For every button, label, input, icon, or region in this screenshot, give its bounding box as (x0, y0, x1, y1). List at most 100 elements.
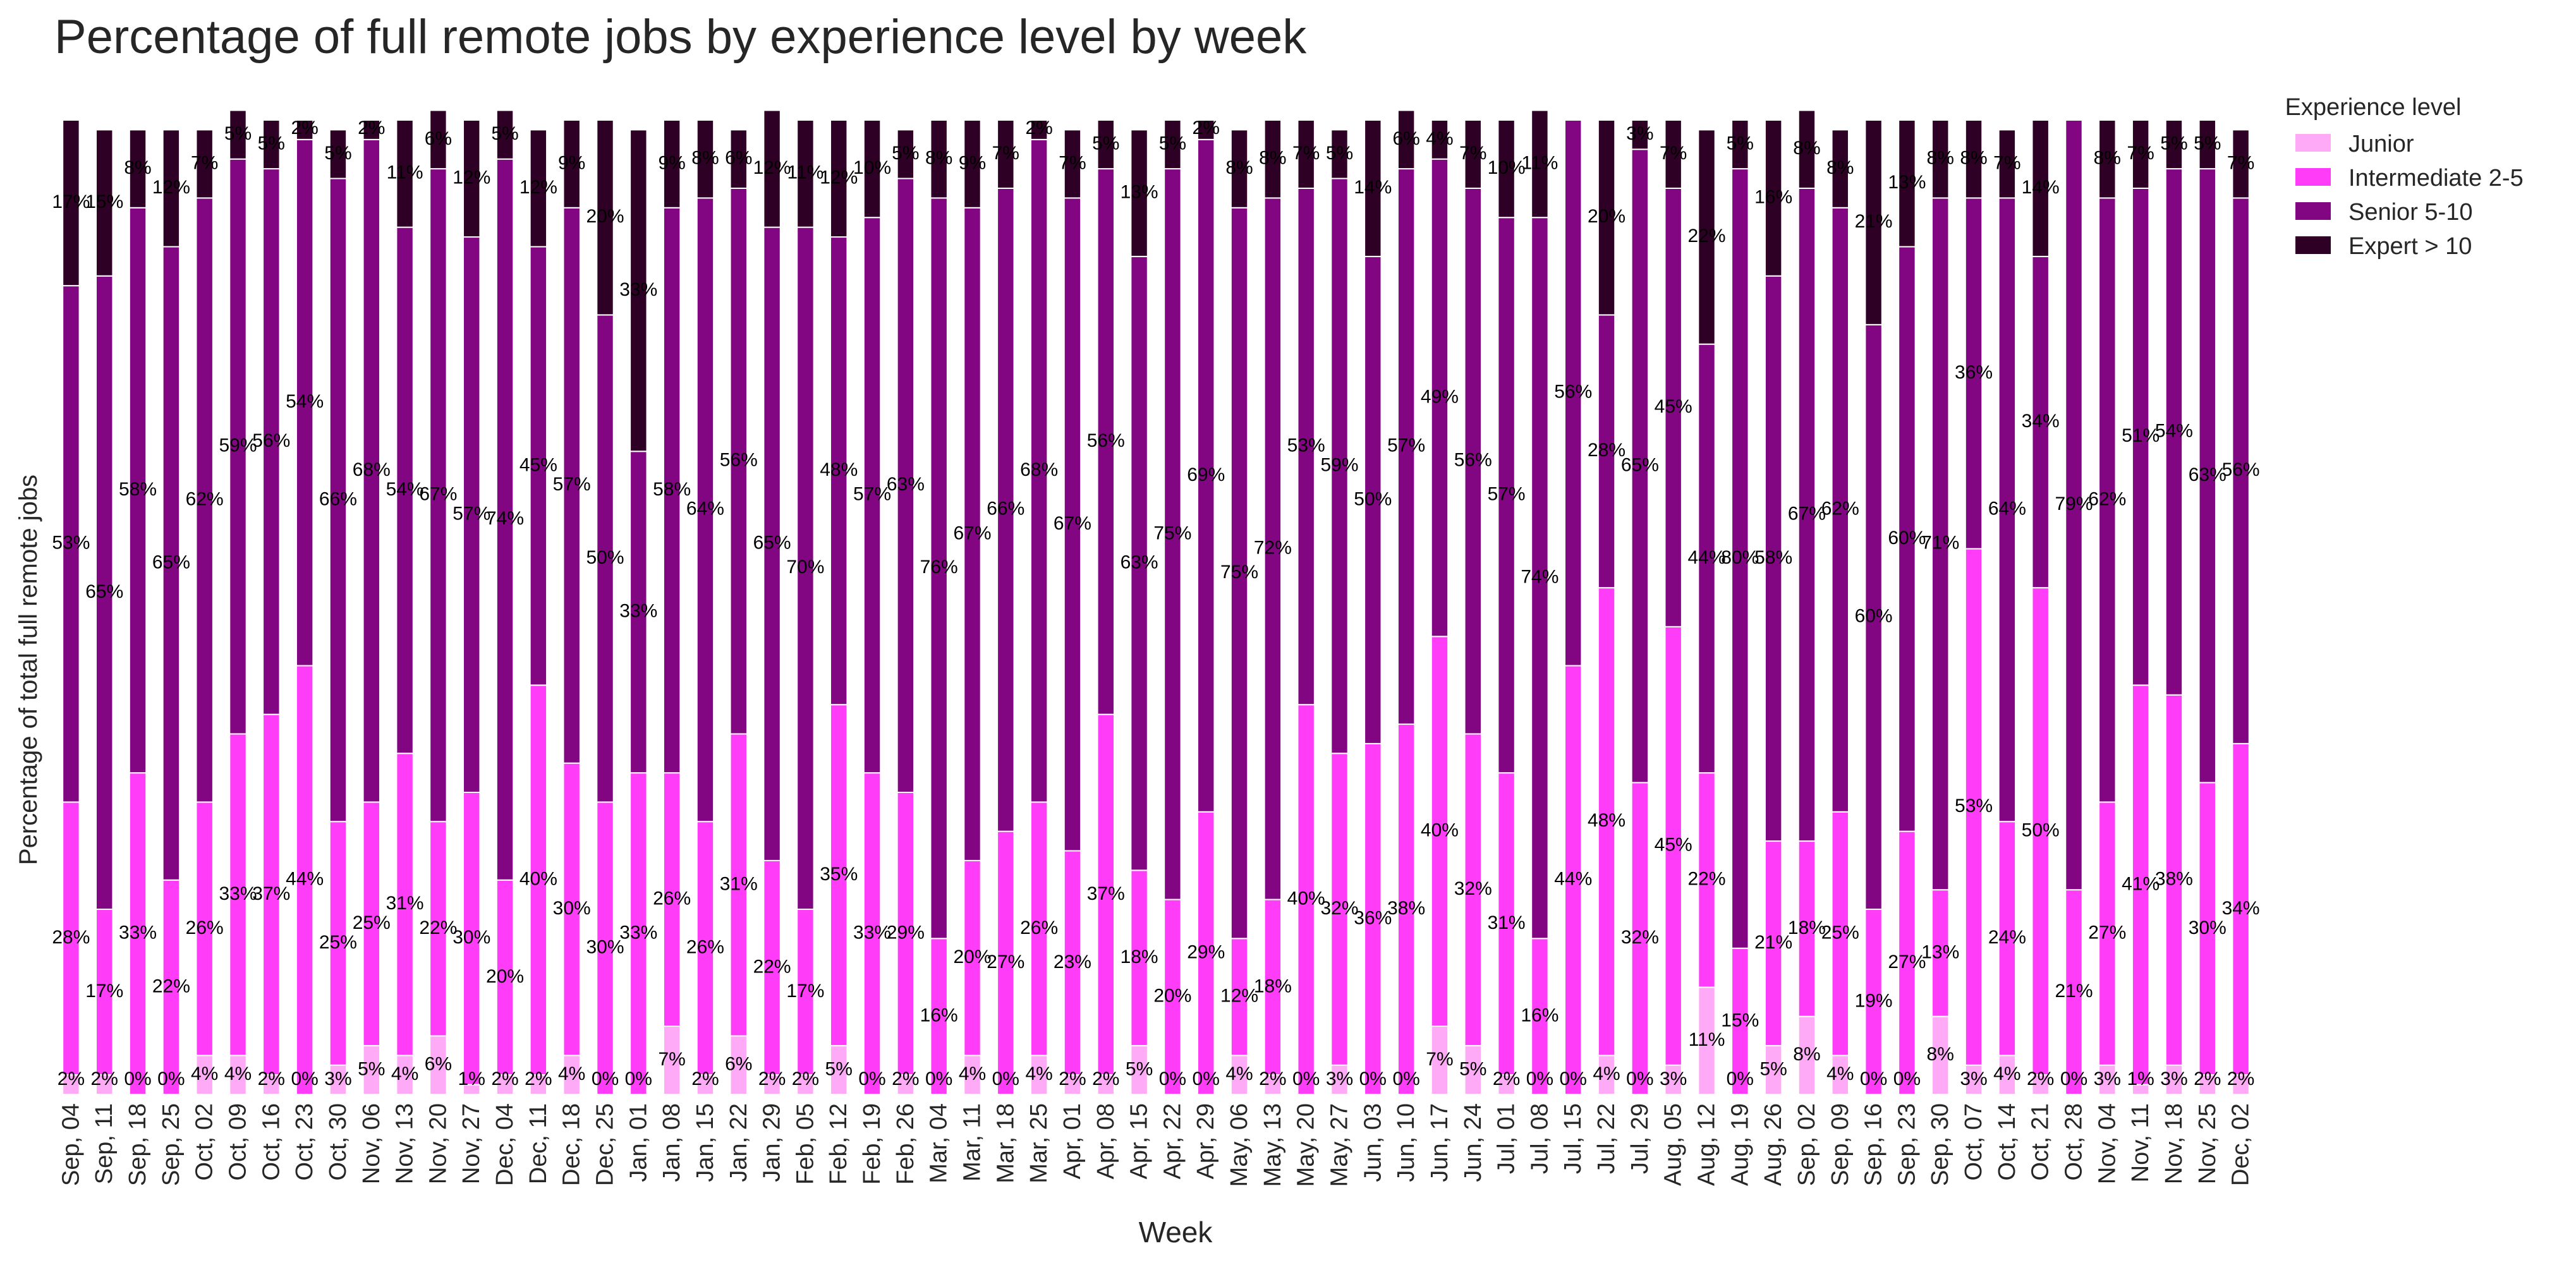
data-label: 8% (1960, 148, 1987, 169)
bar-segment (262, 119, 281, 170)
x-tick-label: Mar, 11 (959, 1103, 986, 1182)
data-label: 30% (2189, 917, 2227, 938)
bar-segment (1531, 109, 1549, 219)
x-tick-label: Dec, 02 (2228, 1103, 2254, 1186)
data-label: 8% (124, 157, 151, 178)
data-label: 3% (1626, 123, 1653, 144)
data-label: 20% (1153, 986, 1191, 1007)
data-label: 21% (1754, 932, 1792, 953)
data-label: 63% (2189, 464, 2227, 485)
bar-segment (229, 109, 247, 160)
bar-segment (1797, 187, 1816, 842)
x-tick-label: Aug, 05 (1660, 1103, 1687, 1186)
data-label: 48% (1588, 810, 1625, 831)
bar-segment (2232, 742, 2250, 1076)
data-label: 0% (1392, 1068, 1419, 1089)
bar-segment (1063, 1074, 1082, 1096)
bar-segment (95, 129, 114, 277)
bar-segment (729, 1035, 748, 1095)
legend-swatch (2295, 134, 2331, 152)
data-label: 57% (853, 484, 891, 505)
data-label: 32% (1320, 898, 1358, 919)
data-label: 22% (1687, 869, 1725, 890)
x-tick-label: Mar, 18 (992, 1103, 1019, 1183)
data-label: 62% (186, 488, 224, 509)
data-label: 5% (2194, 133, 2221, 154)
data-label: 58% (653, 479, 691, 500)
data-label: 17% (85, 981, 123, 1002)
data-label: 75% (1220, 562, 1258, 583)
bar-segment (1330, 1064, 1349, 1095)
bar-segment (1797, 109, 1816, 189)
x-tick-label: Oct, 16 (258, 1103, 284, 1181)
bar-segment (2232, 129, 2250, 199)
x-tick-label: Feb, 19 (859, 1103, 885, 1185)
data-label: 7% (658, 1049, 685, 1070)
x-tick-label: Dec, 18 (559, 1103, 585, 1186)
data-label: 6% (725, 148, 752, 169)
x-axis-ticks: Sep, 04 Sep, 11 Sep, 18 Sep, 25 Oct, 02 Oct, … (58, 1103, 2254, 1187)
x-tick-label: Jul, 01 (1493, 1103, 1520, 1174)
x-tick-label: Sep, 11 (91, 1103, 118, 1184)
bar-segment (229, 733, 247, 1056)
data-label: 60% (1855, 605, 1893, 626)
bar-segment (997, 830, 1015, 1096)
bar-segment (1564, 119, 1583, 667)
data-label: 8% (691, 148, 719, 169)
data-label: 5% (1092, 133, 1119, 154)
bar-segment (463, 791, 481, 1086)
bar-segment (1497, 772, 1516, 1076)
x-tick-label: Nov, 11 (2127, 1103, 2154, 1182)
bar-segment (2065, 889, 2083, 1096)
data-label: 21% (1855, 211, 1893, 232)
data-label: 54% (2155, 420, 2193, 441)
bar-segment (1230, 1055, 1249, 1095)
bar-segment (896, 129, 915, 179)
data-label: 63% (887, 474, 925, 495)
bar-segment (1330, 753, 1349, 1066)
x-tick-label: Apr, 29 (1193, 1103, 1219, 1179)
data-label: 59% (1320, 454, 1358, 475)
bar-segment (1698, 772, 1716, 988)
data-label: 65% (85, 581, 123, 602)
bar-segment (662, 1026, 681, 1096)
bar-segment (830, 119, 848, 238)
bar-segment (930, 119, 948, 199)
x-tick-label: May, 20 (1293, 1103, 1320, 1187)
x-tick-label: Aug, 26 (1760, 1103, 1787, 1186)
bar-segment (562, 207, 581, 764)
data-label: 57% (1387, 435, 1425, 456)
bar-segment (1664, 187, 1682, 627)
bar-segment (1831, 129, 1849, 209)
bar-segment (2098, 197, 2117, 803)
bar-segment (1430, 636, 1449, 1027)
chart-title: Percentage of full remote jobs by experi… (54, 10, 1307, 64)
data-label: 67% (953, 523, 991, 543)
data-label: 12% (519, 177, 557, 198)
bar-segment (1531, 938, 1549, 1096)
data-label: 45% (519, 454, 557, 475)
data-label: 30% (453, 927, 490, 948)
data-label: 48% (820, 459, 858, 480)
data-label: 2% (758, 1068, 786, 1089)
data-label: 40% (1287, 888, 1325, 909)
x-tick-label: Jan, 15 (692, 1103, 719, 1182)
data-label: 7% (1059, 152, 1086, 173)
x-tick-label: Sep, 16 (1861, 1103, 1887, 1186)
legend-swatch (2295, 236, 2331, 254)
data-label: 28% (1588, 440, 1625, 461)
x-tick-label: Apr, 08 (1093, 1103, 1119, 1179)
bar-segment (1631, 148, 1649, 784)
data-label: 67% (1788, 503, 1826, 524)
data-label: 25% (353, 912, 391, 933)
data-label: 22% (1687, 226, 1725, 246)
bar-segment (2165, 694, 2184, 1066)
data-label: 44% (1554, 869, 1592, 890)
bar-segment (1263, 1074, 1282, 1096)
bar-segment (1364, 119, 1382, 257)
data-label: 26% (186, 917, 224, 938)
bar-segment (1397, 109, 1416, 170)
x-tick-label: Nov, 06 (358, 1103, 385, 1184)
data-label: 76% (920, 557, 958, 578)
bar-segment (1831, 811, 1849, 1056)
